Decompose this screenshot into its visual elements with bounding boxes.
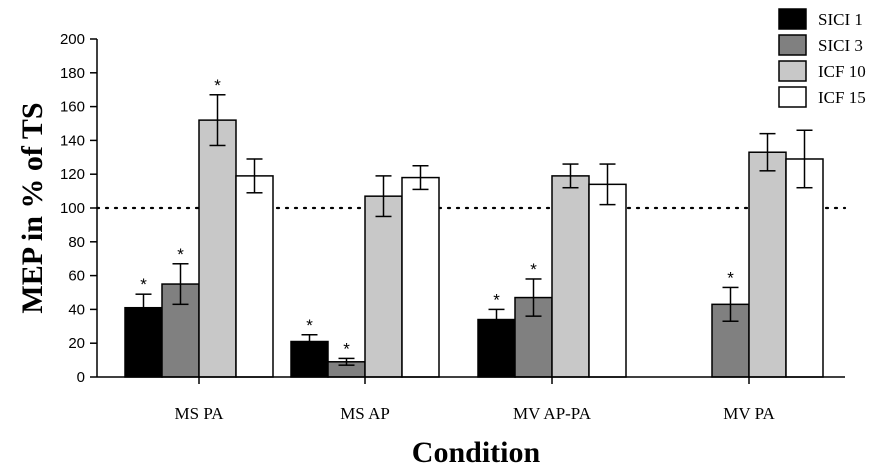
y-tick-label: 40 — [68, 301, 85, 318]
bar — [785, 158, 824, 378]
x-tick-label: MS PA — [175, 404, 225, 423]
bars-layer: * * * * * * * * — [124, 76, 824, 378]
legend-label: SICI 3 — [818, 36, 863, 55]
bar — [401, 176, 440, 378]
x-tick-label: MV AP-PA — [513, 404, 592, 423]
bar — [588, 183, 627, 378]
bar — [198, 119, 237, 378]
legend-swatch — [778, 60, 807, 82]
y-tick-label: 200 — [60, 31, 85, 48]
significance-marker: * — [214, 76, 221, 95]
y-tick-label: 0 — [77, 369, 85, 386]
significance-marker: * — [177, 245, 184, 264]
y-tick-label: 160 — [60, 99, 85, 116]
bar — [235, 175, 274, 378]
y-axis-title: MEP in % of TS — [16, 102, 49, 313]
bar — [364, 195, 403, 378]
legend-swatch — [778, 34, 807, 56]
y-tick-label: 80 — [68, 234, 85, 251]
y-tick-label: 120 — [60, 166, 85, 183]
x-tick-label: MV PA — [723, 404, 775, 423]
significance-marker: * — [140, 275, 147, 294]
x-tick-label: MS AP — [340, 404, 390, 423]
significance-marker: * — [530, 260, 537, 279]
y-tick-label: 180 — [60, 65, 85, 82]
legend-swatch — [778, 8, 807, 30]
legend-swatch — [778, 86, 807, 108]
legend-label: ICF 15 — [818, 88, 866, 107]
legend-label: ICF 10 — [818, 62, 866, 81]
significance-marker: * — [343, 339, 350, 358]
significance-marker: * — [727, 268, 734, 287]
y-tick-label: 20 — [68, 335, 85, 352]
axes-layer: 0 20 40 60 80 100 120 140 160 180 200 MS PA MS AP MV … — [60, 31, 845, 423]
y-tick-label: 60 — [68, 268, 85, 285]
x-axis-title: Condition — [412, 436, 541, 469]
y-tick-label: 100 — [60, 200, 85, 217]
significance-marker: * — [493, 290, 500, 309]
legend-label: SICI 1 — [818, 10, 863, 29]
significance-marker: * — [306, 316, 313, 335]
bar — [748, 151, 787, 378]
bar — [551, 175, 590, 378]
legend: SICI 1 SICI 3 ICF 10 ICF 15 — [778, 8, 866, 108]
y-tick-label: 140 — [60, 132, 85, 149]
